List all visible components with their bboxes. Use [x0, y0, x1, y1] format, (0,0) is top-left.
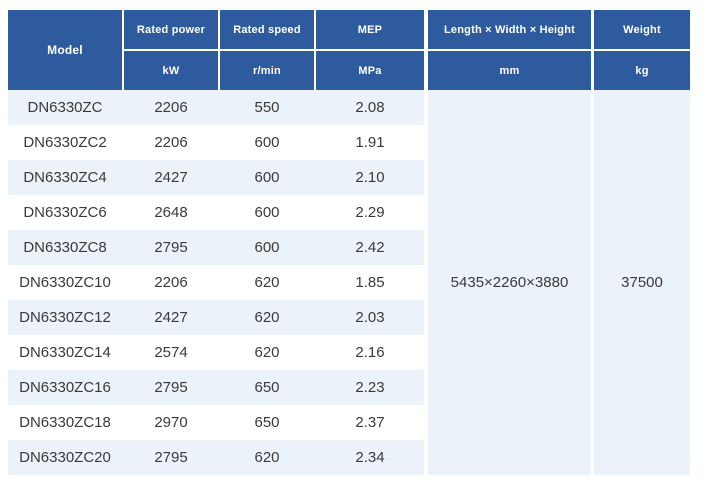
power-cell: 2970	[154, 414, 188, 431]
mep-cell: 2.16	[355, 344, 385, 361]
model-cell: DN6330ZC10	[19, 274, 111, 291]
header-model: Model	[8, 10, 122, 90]
model-cell: DN6330ZC2	[23, 134, 107, 151]
power-cell: 2206	[154, 134, 188, 151]
mep-cell: 2.42	[355, 239, 385, 256]
table-row-stripe	[8, 90, 424, 125]
power-cell: 2795	[154, 379, 188, 396]
model-cell: DN6330ZC20	[19, 449, 111, 466]
unit-mm: mm	[428, 51, 591, 90]
unit-kw: kW	[124, 51, 218, 90]
power-cell: 2206	[154, 274, 188, 291]
header-rated-speed: Rated speed	[220, 10, 314, 49]
header-mep: MEP	[316, 10, 424, 49]
header-weight: Weight	[594, 10, 690, 49]
table-row-stripe	[8, 160, 424, 195]
unit-mpa: MPa	[316, 51, 424, 90]
speed-cell: 620	[254, 309, 280, 326]
power-cell: 2574	[154, 344, 188, 361]
table-row-stripe	[8, 300, 424, 335]
spec-table: Model Rated power Rated speed MEP Length…	[8, 10, 690, 475]
table-row-stripe	[8, 440, 424, 475]
speed-cell: 600	[254, 204, 280, 221]
model-cell: DN6330ZC8	[23, 239, 107, 256]
dimensions-cell: 5435×2260×3880	[428, 90, 591, 475]
header-rated-power: Rated power	[124, 10, 218, 49]
speed-cell: 620	[254, 274, 280, 291]
model-cell: DN6330ZC4	[23, 169, 107, 186]
power-cell: 2427	[154, 169, 188, 186]
weight-cell: 37500	[594, 90, 690, 475]
power-cell: 2648	[154, 204, 188, 221]
mep-cell: 2.23	[355, 379, 385, 396]
model-cell: DN6330ZC	[27, 99, 103, 116]
header-dimensions: Length × Width × Height	[428, 10, 591, 49]
mep-cell: 2.10	[355, 169, 385, 186]
model-cell: DN6330ZC18	[19, 414, 111, 431]
model-cell: DN6330ZC12	[19, 309, 111, 326]
mep-cell: 2.34	[355, 449, 385, 466]
speed-cell: 620	[254, 344, 280, 361]
speed-cell: 600	[254, 134, 280, 151]
model-cell: DN6330ZC6	[23, 204, 107, 221]
table-row-stripe	[8, 230, 424, 265]
mep-cell: 2.29	[355, 204, 385, 221]
speed-cell: 650	[254, 379, 280, 396]
model-cell: DN6330ZC14	[19, 344, 111, 361]
mep-cell: 2.08	[355, 99, 385, 116]
unit-kg: kg	[594, 51, 690, 90]
power-cell: 2795	[154, 239, 188, 256]
speed-cell: 650	[254, 414, 280, 431]
model-cell: DN6330ZC16	[19, 379, 111, 396]
mep-cell: 1.91	[355, 134, 385, 151]
mep-cell: 1.85	[355, 274, 385, 291]
speed-cell: 550	[254, 99, 280, 116]
speed-cell: 600	[254, 239, 280, 256]
power-cell: 2427	[154, 309, 188, 326]
mep-cell: 2.37	[355, 414, 385, 431]
mep-cell: 2.03	[355, 309, 385, 326]
power-cell: 2795	[154, 449, 188, 466]
power-cell: 2206	[154, 99, 188, 116]
unit-rmin: r/min	[220, 51, 314, 90]
speed-cell: 600	[254, 169, 280, 186]
speed-cell: 620	[254, 449, 280, 466]
table-row-stripe	[8, 370, 424, 405]
